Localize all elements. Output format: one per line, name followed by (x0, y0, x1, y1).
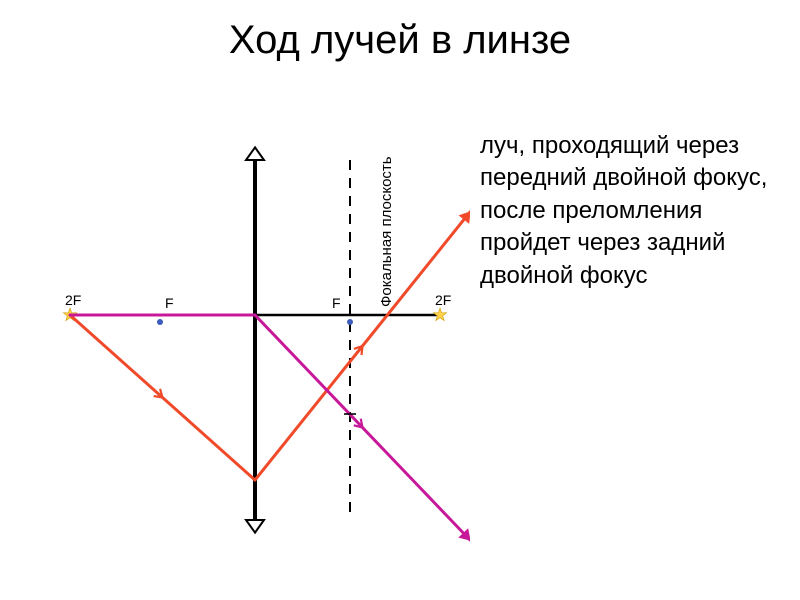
page-title: Ход лучей в линзе (0, 18, 800, 63)
focal-plane-label: Фокальная плоскость (378, 156, 395, 307)
label-f-right: F (332, 295, 341, 311)
label-2f-left: 2F (65, 292, 81, 308)
label-2f-right: 2F (435, 292, 451, 308)
label-f-left: F (165, 295, 174, 311)
description-text: луч, проходящий через передний двойной ф… (480, 130, 780, 292)
ray-diagram: Фокальная плоскость 2F F F 2F (40, 120, 470, 550)
